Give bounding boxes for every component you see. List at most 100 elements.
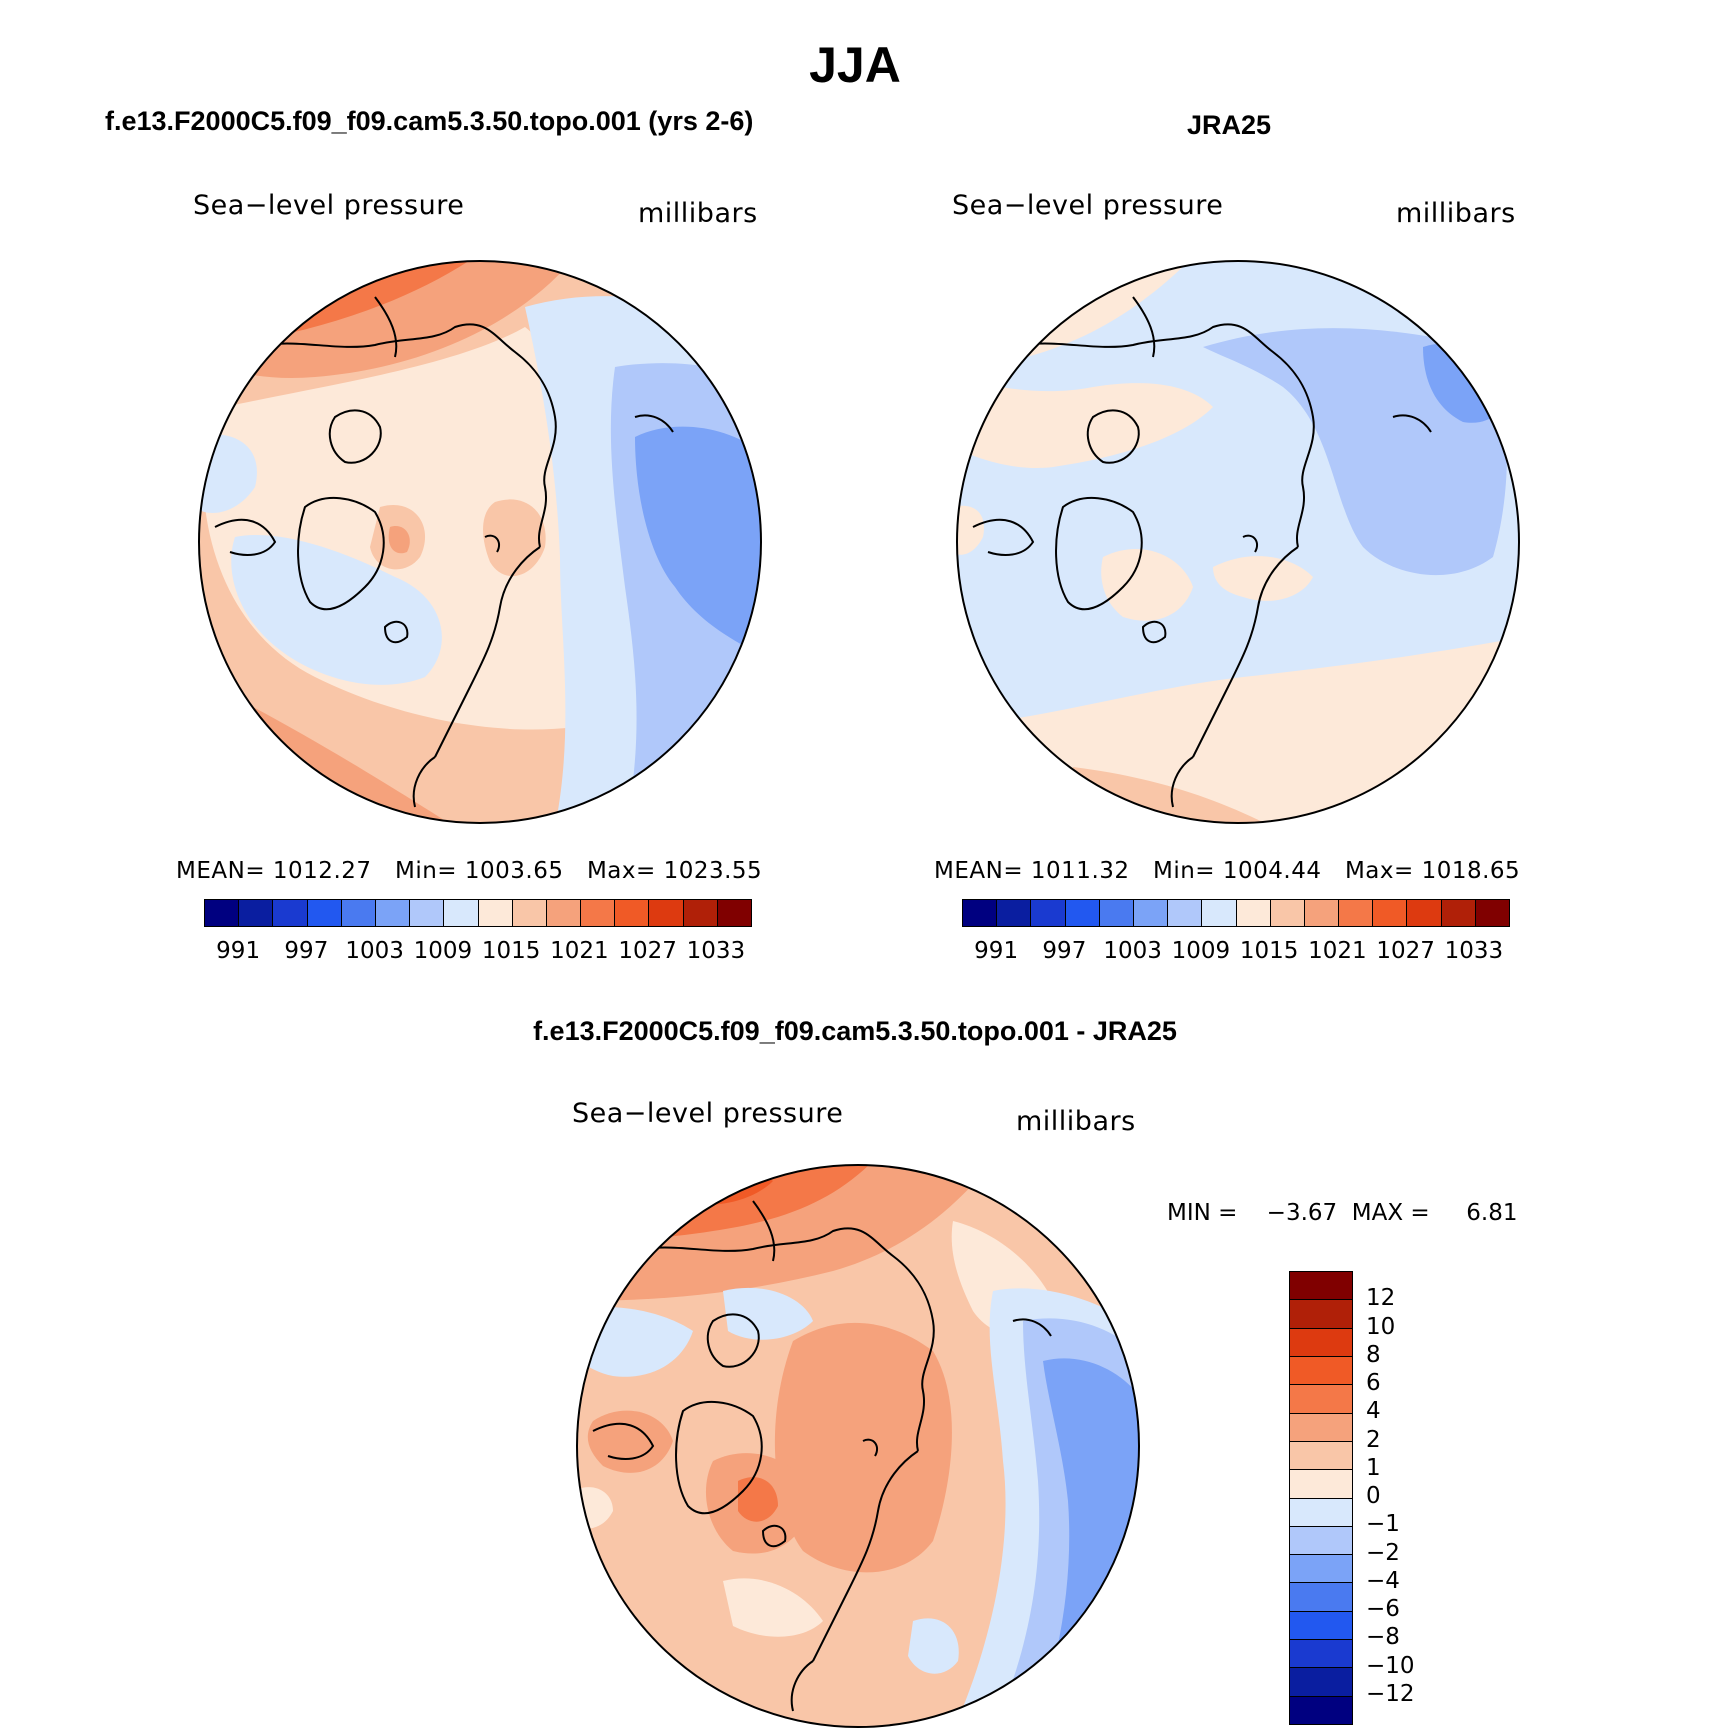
colorbar-tick-label: 12 — [1366, 1285, 1396, 1312]
colorbar-swatch — [1290, 1668, 1352, 1697]
min-value: 1004.44 — [1222, 858, 1322, 884]
colorbar-obs — [962, 899, 1510, 927]
colorbar-labels-diff: 12 10 8 6 4 2 1 0 −1 −2 −4 −6 −8 −10 −12 — [1366, 1271, 1476, 1723]
colorbar-swatch — [478, 900, 513, 926]
colorbar-swatch — [1236, 900, 1271, 926]
colorbar-tick-label: 1003 — [1103, 938, 1162, 964]
panel-title-model: f.e13.F2000C5.f09_f09.cam5.3.50.topo.001… — [105, 106, 754, 136]
colorbar-swatch — [273, 900, 308, 926]
min-label: MIN = — [1167, 1200, 1238, 1226]
colorbar-swatch — [1270, 900, 1305, 926]
max-value: 6.81 — [1466, 1200, 1518, 1226]
colorbar-tick-label: 10 — [1366, 1313, 1396, 1340]
colorbar-swatch — [1441, 900, 1476, 926]
max-value: 1023.55 — [663, 858, 763, 884]
max-label: Max= — [586, 858, 656, 884]
colorbar-swatch — [1290, 1583, 1352, 1612]
field-label-obs: Sea−level pressure — [952, 190, 1224, 221]
colorbar-swatch — [581, 900, 616, 926]
colorbar-tick-label: 1021 — [550, 938, 609, 964]
colorbar-tick-label: 8 — [1366, 1341, 1381, 1368]
polar-map-diff — [576, 1164, 1140, 1728]
colorbar-tick-label: 2 — [1366, 1426, 1381, 1453]
stats-diff: MIN = −3.67 MAX = 6.81 — [1167, 1200, 1517, 1226]
colorbar-tick-label: 4 — [1366, 1398, 1381, 1425]
colorbar-tick-label: −6 — [1366, 1596, 1400, 1622]
colorbar-tick-label: 1015 — [1239, 938, 1299, 964]
colorbar-swatch — [1099, 900, 1134, 926]
colorbar-tick-label: 6 — [1366, 1370, 1381, 1396]
units-label-model: millibars — [638, 198, 758, 229]
mean-label: MEAN= — [176, 858, 266, 884]
colorbar-tick-label: 1015 — [481, 938, 541, 964]
colorbar-swatch — [1133, 900, 1169, 926]
colorbar-swatch — [410, 900, 445, 926]
colorbar-swatch — [1290, 1498, 1352, 1527]
colorbar-tick-label: 0 — [1366, 1483, 1381, 1509]
colorbar-tick-label: 1009 — [1171, 938, 1231, 964]
colorbar-tick-label: 997 — [284, 938, 329, 964]
mean-value: 1011.32 — [1030, 858, 1130, 884]
colorbar-swatch — [683, 900, 718, 926]
mean-value: 1012.27 — [272, 858, 372, 884]
colorbar-tick-label: −4 — [1366, 1567, 1400, 1594]
colorbar-labels-model: 991 997 1003 1009 1015 1021 1027 1033 — [204, 938, 750, 964]
colorbar-swatch — [1290, 1356, 1352, 1386]
units-label-diff: millibars — [1016, 1106, 1136, 1137]
polar-map-obs — [956, 260, 1520, 824]
colorbar-swatch — [1475, 900, 1509, 926]
colorbar-swatch — [1339, 900, 1374, 926]
colorbar-tick-label: 1027 — [618, 938, 677, 964]
colorbar-swatch — [1290, 1385, 1352, 1414]
figure-title: JJA — [809, 37, 901, 93]
colorbar-swatch — [341, 900, 376, 926]
colorbar-tick-label: 991 — [974, 938, 1019, 964]
colorbar-swatch — [239, 900, 274, 926]
colorbar-swatch — [1290, 1611, 1352, 1641]
max-label: MAX = — [1351, 1200, 1430, 1226]
colorbar-tick-label: 1033 — [1444, 938, 1504, 964]
polar-map-model — [198, 260, 762, 824]
stats-obs: MEAN= 1011.32 Min= 1004.44 Max= 1018.65 — [934, 858, 1520, 884]
mean-label: MEAN= — [934, 858, 1024, 884]
colorbar-tick-label: 1033 — [686, 938, 746, 964]
colorbar-swatch — [997, 900, 1032, 926]
stats-model: MEAN= 1012.27 Min= 1003.65 Max= 1023.55 — [176, 858, 762, 884]
colorbar-tick-label: −1 — [1366, 1511, 1400, 1538]
colorbar-swatch — [963, 900, 998, 926]
colorbar-tick-label: 1021 — [1308, 938, 1367, 964]
min-value: −3.67 — [1266, 1200, 1338, 1226]
colorbar-swatch — [1373, 900, 1408, 926]
colorbar-swatch — [1031, 900, 1066, 926]
min-label: Min= — [1152, 858, 1216, 884]
colorbar-model — [204, 899, 752, 927]
colorbar-swatch — [512, 900, 547, 926]
field-label-diff: Sea−level pressure — [572, 1098, 844, 1129]
max-value: 1018.65 — [1421, 858, 1521, 884]
colorbar-tick-label: 991 — [216, 938, 261, 964]
colorbar-tick-label: 1027 — [1376, 938, 1435, 964]
colorbar-swatch — [1168, 900, 1203, 926]
colorbar-swatch — [1065, 900, 1100, 926]
colorbar-swatch — [649, 900, 684, 926]
colorbar-tick-label: 997 — [1042, 938, 1087, 964]
colorbar-swatch — [546, 900, 582, 926]
colorbar-swatch — [1304, 900, 1340, 926]
colorbar-swatch — [444, 900, 479, 926]
colorbar-swatch — [1407, 900, 1442, 926]
colorbar-tick-label: −2 — [1366, 1539, 1400, 1566]
colorbar-labels-obs: 991 997 1003 1009 1015 1021 1027 1033 — [962, 938, 1508, 964]
field-label-model: Sea−level pressure — [193, 190, 465, 221]
colorbar-swatch — [307, 900, 342, 926]
colorbar-swatch — [1290, 1470, 1352, 1499]
colorbar-swatch — [1290, 1413, 1352, 1442]
colorbar-swatch — [1290, 1526, 1352, 1556]
units-label-obs: millibars — [1396, 198, 1516, 229]
colorbar-swatch — [205, 900, 240, 926]
colorbar-swatch — [1290, 1272, 1352, 1301]
colorbar-swatch — [1290, 1696, 1352, 1724]
panel-title-diff: f.e13.F2000C5.f09_f09.cam5.3.50.topo.001… — [533, 1016, 1177, 1046]
colorbar-tick-label: −12 — [1366, 1680, 1415, 1707]
colorbar-tick-label: 1009 — [413, 938, 473, 964]
max-label: Max= — [1344, 858, 1414, 884]
